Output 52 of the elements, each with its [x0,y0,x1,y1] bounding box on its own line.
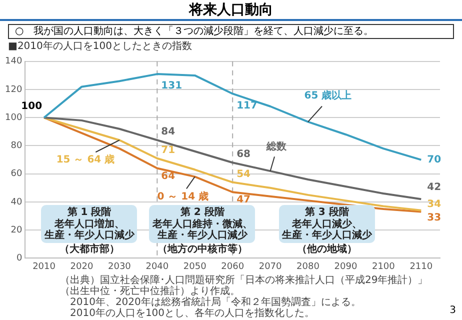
data-label: 131 [161,80,182,92]
text: 3 [450,305,456,316]
y-tick-label: 40 [10,197,22,208]
series-label: 65 歳以上 [304,89,352,102]
annotation: （他の地域） [296,244,358,256]
y-tick-label: 140 [4,56,22,67]
y-tick-label: 80 [10,141,22,152]
x-tick-label: 2080 [296,262,320,272]
data-label: 84 [161,126,176,138]
annotation: （大都市部） [58,244,120,256]
chart-subtitle: ○ 我が国の人口動向は、大きく「３つの減少段階」を経て、人口減少に至る。 [8,24,454,39]
annotation: 第 3 段階 [304,207,350,218]
chart-title: 将来人口動向 [0,0,462,21]
x-tick-label: 2040 [146,262,169,272]
y-tick-label: 100 [4,112,22,123]
data-label: 117 [236,100,258,112]
x-tick-label: 2070 [258,262,282,272]
data-label: 54 [236,168,251,180]
data-label: 100 [21,101,42,112]
annotation: 第 2 段階 [179,207,226,218]
x-tick-label: 2050 [183,262,207,272]
y-tick-label: 20 [10,225,22,236]
series-label: 総数 [265,140,288,153]
y-tick-label: 0 [16,254,22,264]
annotation: 第 1 段階 [66,207,112,218]
text: 2010年の人口を100とし、各年の人口を指数化した。 [69,308,316,319]
series-label: 0 ～ 14 歳 [157,190,209,202]
data-label: 70 [427,154,442,166]
y-tick-label: 60 [10,169,22,180]
x-tick-label: 2060 [221,262,244,272]
x-tick-label: 2030 [108,262,132,272]
x-tick-label: 2020 [70,262,94,272]
text: 2010年、2020年は総務省統計局「令和２年国勢調査」による。 [69,297,362,308]
data-label: 34 [427,199,442,210]
annotation: 老年人口増加、生産・年少人口減少 [44,219,134,242]
data-label: 42 [427,182,442,193]
data-label: 64 [161,170,176,182]
series-label: 15 ～ 64 歳 [56,154,115,166]
x-tick-label: 2090 [334,262,358,272]
text: （出典）国立社会保障･人口問題研究所「日本の将来推計人口（平成29年推計）」（出生中位・死亡中位推計）より作成。 [60,275,429,297]
annotation: （地方の中核市等） [156,244,248,256]
annotation: 老年人口維持・微減、生産・年少人口減少 [152,219,252,242]
x-tick-label: 2100 [372,262,396,272]
annotation: 老年人口減少、生産・年少人口減少 [282,219,372,242]
y-axis-title: ■2010年の人口を100としたときの指数 [8,41,193,53]
data-label: 68 [236,149,251,160]
data-label: 71 [161,144,176,156]
x-tick-label: 2010 [32,262,56,272]
data-label: 33 [427,212,442,224]
y-tick-label: 120 [4,84,22,95]
data-label: 47 [236,194,251,206]
x-tick-label: 2110 [410,262,433,272]
